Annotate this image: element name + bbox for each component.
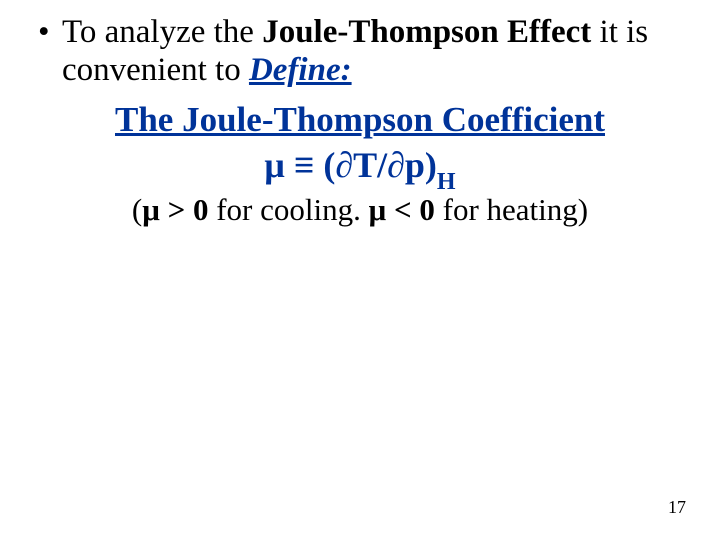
formula-mu: μ: [264, 145, 284, 185]
bullet-icon: •: [38, 14, 50, 52]
note-cool: for cooling.: [216, 192, 368, 227]
note-mu2: μ: [369, 192, 387, 227]
bullet-pre: To analyze the: [62, 14, 262, 50]
formula: μ ≡ (∂T/∂p)H: [0, 144, 720, 192]
slide: • To analyze the Joule-Thompson Effect i…: [0, 0, 720, 540]
bullet-text: To analyze the Joule-Thompson Effect it …: [62, 14, 696, 90]
note-lt: < 0: [386, 192, 442, 227]
note-heat: for heating): [443, 192, 588, 227]
note-gt: > 0: [160, 192, 216, 227]
bullet-item: • To analyze the Joule-Thompson Effect i…: [38, 14, 696, 90]
formula-equiv: ≡: [285, 145, 324, 185]
sign-note: (μ > 0 for cooling. μ < 0 for heating): [0, 192, 720, 228]
define-label: Define:: [249, 52, 352, 88]
coefficient-title: The Joule-Thompson Coefficient: [0, 100, 720, 140]
note-open: (: [132, 192, 142, 227]
page-number: 17: [668, 497, 686, 518]
formula-expr: (∂T/∂p): [323, 145, 437, 185]
note-mu1: μ: [142, 192, 160, 227]
joule-thompson-effect: Joule-Thompson Effect: [262, 14, 591, 50]
